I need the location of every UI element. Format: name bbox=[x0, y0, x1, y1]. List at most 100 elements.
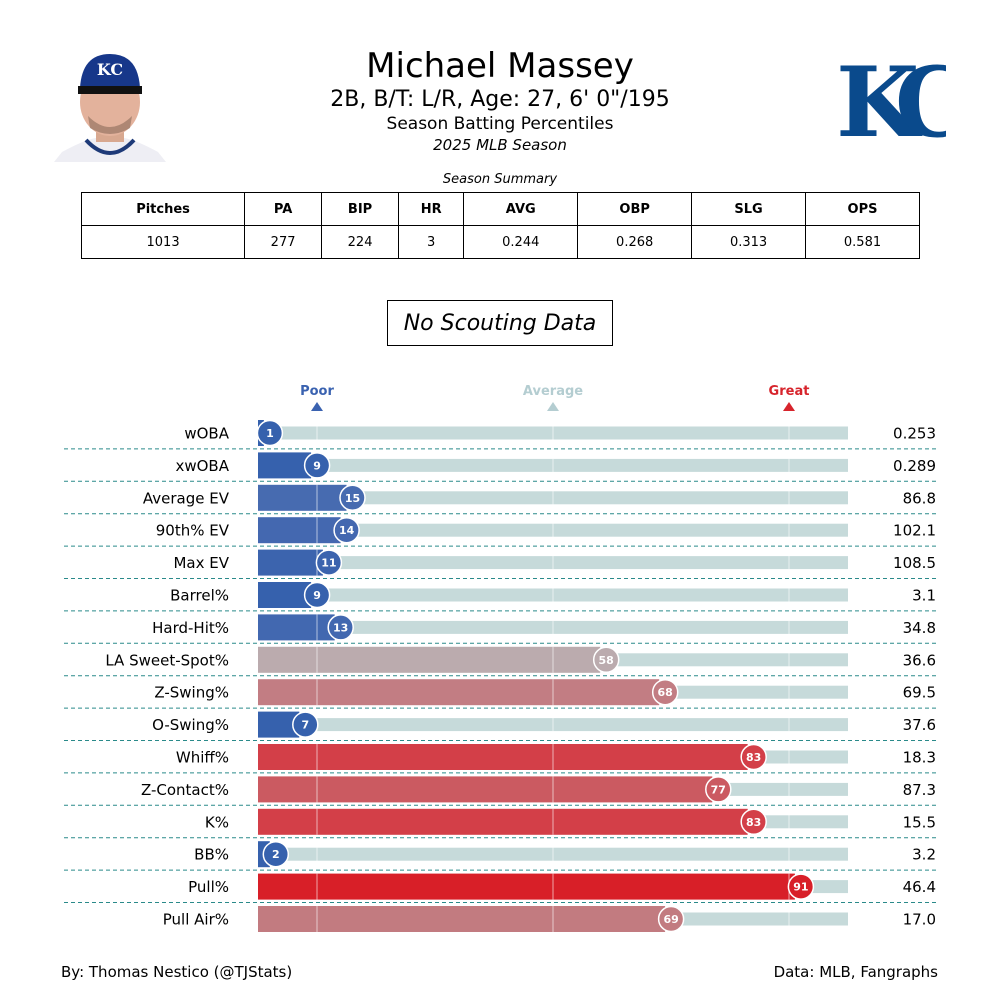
stat-name: Pull% bbox=[188, 878, 229, 896]
percentile-badge bbox=[327, 614, 354, 641]
stat-name: Average EV bbox=[143, 489, 230, 507]
stat-name: Z-Swing% bbox=[154, 684, 229, 702]
summary-header: OBP bbox=[577, 192, 693, 226]
summary-value: 3 bbox=[398, 225, 465, 259]
summary-header: Pitches bbox=[80, 192, 246, 226]
percentile-badge bbox=[740, 808, 767, 836]
stat-value: 3.1 bbox=[912, 587, 936, 605]
stat-value: 86.8 bbox=[903, 489, 936, 507]
percentile-badge bbox=[262, 840, 290, 868]
percentile-label: 68 bbox=[658, 686, 673, 699]
stat-value: 0.289 bbox=[893, 457, 936, 475]
percentile-label: 83 bbox=[746, 816, 761, 829]
marker-triangle-icon bbox=[547, 402, 559, 411]
season-label: 2025 MLB Season bbox=[433, 136, 567, 154]
percentile-label: 1 bbox=[266, 427, 274, 440]
summary-value: 0.581 bbox=[805, 225, 920, 259]
summary-value: 1013 bbox=[80, 225, 246, 259]
stat-name: Barrel% bbox=[170, 587, 229, 605]
percentile-badge bbox=[315, 549, 343, 576]
stat-name: 90th% EV bbox=[156, 522, 230, 540]
percentile-bar bbox=[258, 744, 748, 770]
stat-name: Whiff% bbox=[176, 749, 229, 767]
stat-name: LA Sweet-Spot% bbox=[105, 651, 229, 669]
percentile-bar bbox=[258, 549, 323, 576]
data-source-text: Data: MLB, Fangraphs bbox=[773, 963, 938, 981]
summary-value: 0.244 bbox=[463, 225, 579, 259]
player-headshot: KC bbox=[54, 54, 166, 162]
stat-name: Hard-Hit% bbox=[152, 619, 229, 637]
summary-value: 277 bbox=[244, 225, 323, 259]
stat-name: K% bbox=[205, 813, 229, 831]
percentile-badge bbox=[651, 678, 679, 706]
percentile-label: 13 bbox=[333, 621, 348, 634]
percentile-label: 58 bbox=[599, 654, 614, 667]
percentile-bar bbox=[258, 906, 666, 932]
summary-header: OPS bbox=[805, 192, 920, 226]
percentile-badge bbox=[303, 452, 331, 479]
percentile-bar bbox=[258, 873, 795, 900]
percentile-badge bbox=[292, 711, 319, 738]
card-subtitle: Season Batting Percentiles bbox=[386, 114, 614, 134]
percentile-badge bbox=[740, 743, 767, 771]
percentile-bar bbox=[258, 679, 660, 706]
summary-value: 0.313 bbox=[691, 225, 807, 259]
percentile-label: 9 bbox=[313, 589, 321, 602]
season-summary-table: Pitches PA BIP HR AVG OBP SLG OPS 1013 277 224 3 0.… bbox=[80, 192, 920, 259]
stat-name: Z-Contact% bbox=[141, 781, 229, 799]
stat-value: 37.6 bbox=[903, 716, 936, 734]
svg-text:KC: KC bbox=[836, 50, 946, 159]
percentile-badge bbox=[592, 646, 620, 674]
marker-label: Great bbox=[769, 384, 810, 399]
percentile-label: 15 bbox=[345, 492, 360, 505]
stat-name: Max EV bbox=[173, 554, 229, 572]
percentile-label: 14 bbox=[339, 524, 355, 537]
stat-value: 17.0 bbox=[903, 911, 936, 929]
svg-text:KC: KC bbox=[97, 60, 123, 79]
percentile-bar bbox=[258, 484, 347, 511]
percentile-bar bbox=[258, 452, 312, 479]
stat-name: xwOBA bbox=[175, 457, 229, 475]
stat-value: 46.4 bbox=[903, 878, 936, 896]
player-name: Michael Massey bbox=[366, 46, 634, 86]
percentile-badge bbox=[705, 776, 732, 803]
team-logo: KC bbox=[836, 50, 946, 159]
percentile-badge bbox=[657, 905, 685, 933]
percentile-badge bbox=[256, 419, 284, 447]
stat-value: 15.5 bbox=[903, 813, 936, 831]
percentile-label: 91 bbox=[793, 881, 808, 894]
percentile-label: 83 bbox=[746, 751, 761, 764]
summary-caption: Season Summary bbox=[442, 172, 558, 187]
player-bio: 2B, B/T: L/R, Age: 27, 6' 0"/195 bbox=[330, 87, 670, 112]
percentile-label: 2 bbox=[272, 848, 280, 861]
summary-header: PA bbox=[244, 192, 323, 226]
percentile-bar bbox=[258, 776, 713, 803]
percentile-label: 77 bbox=[711, 783, 726, 796]
stat-name: O-Swing% bbox=[152, 716, 229, 734]
percentile-badge bbox=[787, 873, 815, 900]
stat-value: 87.3 bbox=[903, 781, 936, 799]
summary-header: SLG bbox=[691, 192, 807, 226]
stat-value: 108.5 bbox=[893, 554, 936, 572]
summary-header: BIP bbox=[321, 192, 400, 226]
percentile-label: 7 bbox=[301, 719, 309, 732]
percentile-bar bbox=[258, 614, 335, 641]
percentile-bar bbox=[258, 582, 312, 608]
stat-value: 69.5 bbox=[903, 684, 936, 702]
percentile-bar bbox=[258, 517, 341, 544]
percentile-badge bbox=[339, 484, 366, 512]
percentile-bar bbox=[258, 808, 748, 835]
stat-value: 102.1 bbox=[893, 522, 936, 540]
percentile-label: 69 bbox=[663, 913, 678, 926]
marker-triangle-icon bbox=[783, 402, 795, 411]
credit-text: By: Thomas Nestico (@TJStats) bbox=[61, 963, 293, 981]
stat-value: 18.3 bbox=[903, 749, 936, 767]
stat-value: 0.253 bbox=[893, 425, 936, 443]
percentile-bar bbox=[258, 646, 601, 673]
stat-name: BB% bbox=[194, 846, 229, 864]
percentile-label: 9 bbox=[313, 459, 321, 472]
percentile-label: 11 bbox=[321, 557, 336, 570]
percentile-badge bbox=[303, 581, 331, 609]
